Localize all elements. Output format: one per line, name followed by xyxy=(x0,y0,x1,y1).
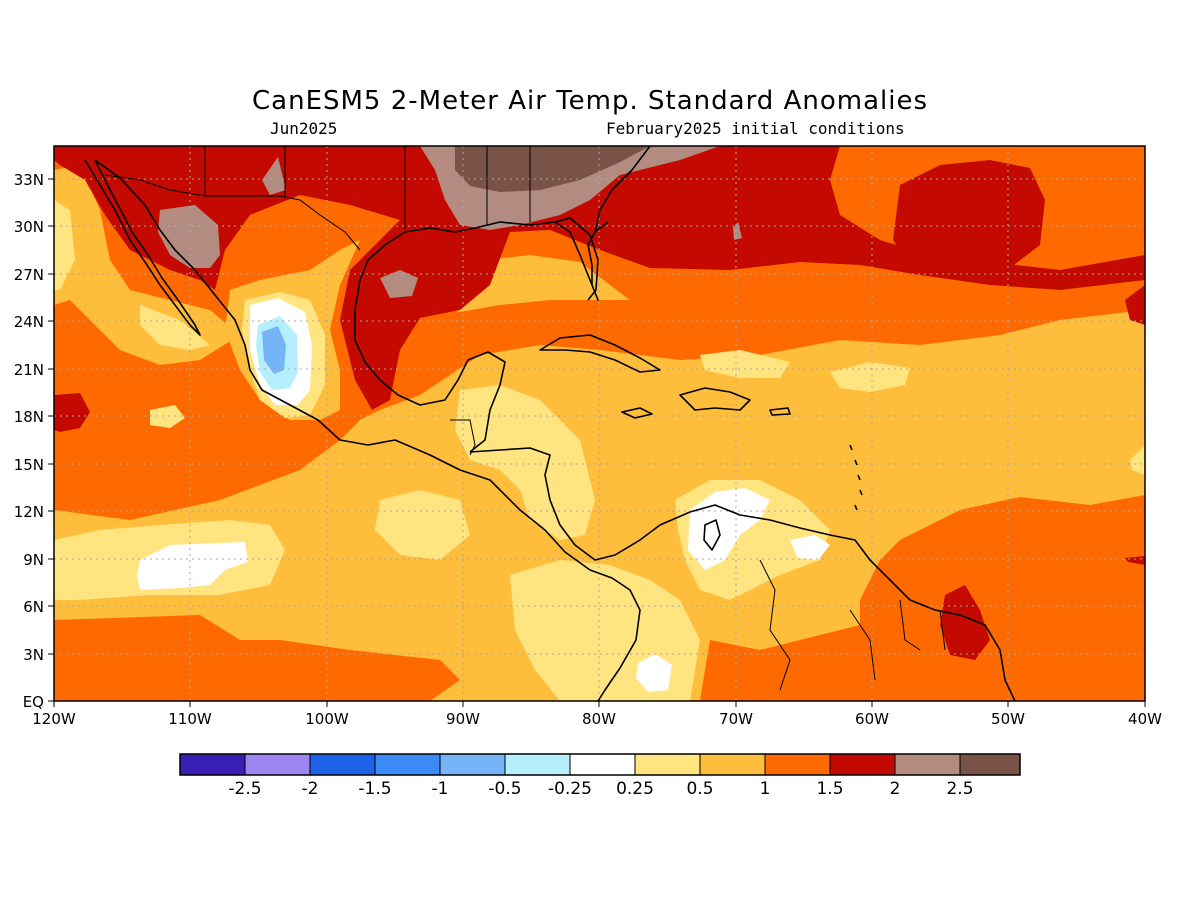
lon-label: 90W xyxy=(446,710,480,728)
colorbar-label: 0.25 xyxy=(616,779,654,799)
colorbar-swatch xyxy=(244,753,311,776)
lat-label: 30N xyxy=(14,218,44,236)
lon-label: 60W xyxy=(855,710,889,728)
colorbar-swatch xyxy=(699,753,766,776)
lon-label: 100W xyxy=(305,710,349,728)
lat-label: 33N xyxy=(14,171,44,189)
lat-label: 9N xyxy=(23,551,44,569)
colorbar-swatch xyxy=(309,753,376,776)
lon-label: 120W xyxy=(32,710,76,728)
country-borders xyxy=(104,146,946,691)
colorbar-label: 2.5 xyxy=(946,779,973,799)
colorbar-label: -1.5 xyxy=(358,779,391,799)
colorbar-label: -0.25 xyxy=(548,779,592,799)
colorbar-swatch xyxy=(179,753,246,776)
colorbar: -2.5 -2 -1.5 -1 -0.5 -0.25 0.25 0.5 1 1.… xyxy=(179,753,1021,799)
initial-conditions-label: February2025 initial conditions xyxy=(606,119,905,138)
lat-label: EQ xyxy=(23,693,44,711)
colorbar-label: 2 xyxy=(890,779,901,799)
colorbar-swatch xyxy=(829,753,896,776)
colorbar-border xyxy=(179,753,1021,776)
lat-label: 27N xyxy=(14,266,44,284)
colorbar-label: 1 xyxy=(760,779,771,799)
lat-label: 3N xyxy=(23,646,44,664)
colorbar-label: 1.5 xyxy=(816,779,843,799)
colorbar-swatch xyxy=(764,753,831,776)
coastlines xyxy=(84,146,1016,701)
lat-label: 15N xyxy=(14,456,44,474)
lat-label: 24N xyxy=(14,313,44,331)
lat-label: 12N xyxy=(14,503,44,521)
colorbar-swatch xyxy=(504,753,571,776)
latitude-labels: EQ 3N 6N 9N 12N 15N 18N 21N 24N 27N 30N … xyxy=(14,171,44,711)
lon-label: 40W xyxy=(1128,710,1162,728)
colorbar-swatch xyxy=(439,753,506,776)
colorbar-label: -1 xyxy=(432,779,449,799)
lon-label: 50W xyxy=(991,710,1025,728)
colorbar-label: -2.5 xyxy=(228,779,261,799)
forecast-month: Jun2025 xyxy=(270,119,338,138)
colorbar-swatch xyxy=(959,753,1021,776)
colorbar-swatch xyxy=(894,753,961,776)
lat-label: 21N xyxy=(14,361,44,379)
colorbar-swatch xyxy=(374,753,441,776)
colorbar-swatch xyxy=(634,753,701,776)
axis-ticks xyxy=(48,178,1146,707)
lon-label: 80W xyxy=(582,710,616,728)
map-title: CanESM5 2-Meter Air Temp. Standard Anoma… xyxy=(252,86,928,116)
lat-label: 18N xyxy=(14,408,44,426)
lat-label: 6N xyxy=(23,598,44,616)
colorbar-label: -2 xyxy=(302,779,319,799)
colorbar-label: 0.5 xyxy=(686,779,713,799)
colorbar-label: -0.5 xyxy=(488,779,521,799)
colorbar-swatch xyxy=(569,753,636,776)
lon-label: 70W xyxy=(719,710,753,728)
lon-label: 110W xyxy=(168,710,212,728)
longitude-labels: 120W 110W 100W 90W 80W 70W 60W 50W 40W xyxy=(32,710,1162,728)
